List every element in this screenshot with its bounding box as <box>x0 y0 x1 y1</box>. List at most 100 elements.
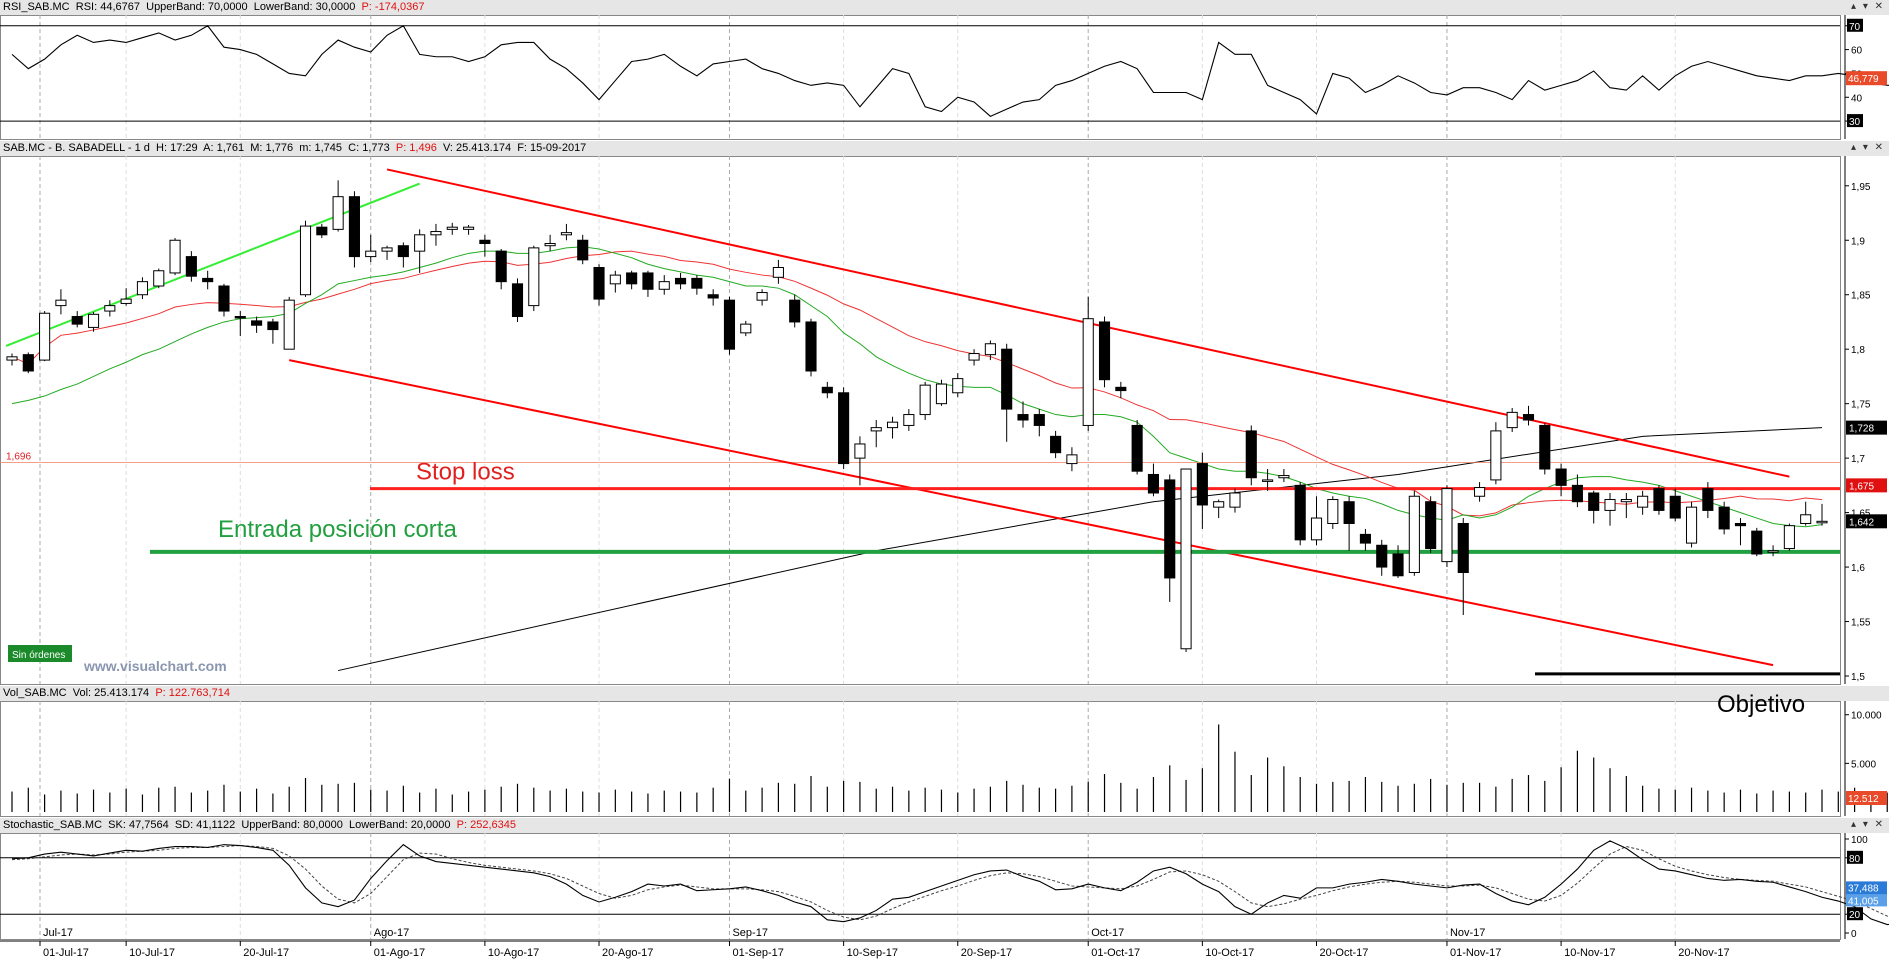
candle-up <box>1310 517 1323 541</box>
x-month-label: Nov-17 <box>1450 927 1485 939</box>
rsi-current-value: 46,779 <box>1848 74 1879 85</box>
candle-down <box>495 250 507 283</box>
x-month-label: Sep-17 <box>732 927 767 939</box>
volume-header: Vol_SAB.MC Vol: 25.413.174 P: 122.763,71… <box>0 686 1889 701</box>
ma-long-line-b <box>876 427 1823 552</box>
candle-down <box>251 320 263 326</box>
candle-down <box>1718 506 1730 530</box>
candle-down <box>1001 348 1013 410</box>
stoch-badge-1 <box>1846 881 1887 895</box>
stoch-sd-line <box>11 845 1889 921</box>
ma-long-value: 1,728 <box>1849 424 1874 435</box>
price-tick-label: 1,55 <box>1851 618 1871 629</box>
candle-up <box>870 427 882 432</box>
candle-down <box>185 256 197 277</box>
candle-down <box>1702 488 1714 511</box>
candle-down <box>22 354 34 372</box>
candle-up <box>1408 495 1420 574</box>
candle-up <box>1620 499 1632 503</box>
candle-up <box>1816 520 1828 524</box>
candle-up <box>544 243 556 247</box>
price-window-controls[interactable]: ▴ ▾ ✕ <box>1851 142 1885 153</box>
x-date-label: 01-Ago-17 <box>374 947 425 959</box>
candle-up <box>528 247 540 307</box>
candle-down <box>479 239 491 245</box>
candle-down <box>218 285 230 312</box>
price-tick-label: 1,7 <box>1851 454 1865 465</box>
rsi-band-label-bg <box>1847 114 1863 128</box>
rsi-band-label-bg <box>1847 18 1863 32</box>
volume-bars <box>11 724 1888 812</box>
vol-current-value: 12.512 <box>1848 794 1879 805</box>
candle-up <box>120 298 132 304</box>
candle-up <box>1327 499 1339 524</box>
candle-down <box>1147 473 1159 494</box>
candle-up <box>740 323 752 334</box>
x-date-label: 10-Oct-17 <box>1205 947 1254 959</box>
rsi-window-controls[interactable]: ▴ ▾ ✕ <box>1851 1 1885 12</box>
candle-down <box>1115 386 1127 392</box>
candle-up <box>1213 501 1225 508</box>
stoch-band-label-bg <box>1847 850 1863 864</box>
rsi-tick-label: 30 <box>1849 117 1861 128</box>
stoch-value-2: 41,005 <box>1848 896 1879 907</box>
candle-up <box>153 270 165 287</box>
rsi-tick-label: 50 <box>1851 69 1863 80</box>
stoch-tick-label: 0 <box>1851 929 1857 940</box>
candle-up <box>658 281 670 290</box>
candle-down <box>267 321 279 331</box>
candle-down <box>723 299 736 350</box>
x-date-label: 01-Jul-17 <box>43 947 89 959</box>
price-tick-label: 1,5 <box>1851 672 1865 683</box>
rsi-header: RSI_SAB.MC RSI: 44,6767 UpperBand: 70,00… <box>0 0 1889 15</box>
candle-down <box>1539 424 1551 470</box>
candle-up <box>1637 495 1649 508</box>
stop-badge <box>1846 478 1887 493</box>
candle-down <box>675 277 687 285</box>
candle-up <box>952 378 964 394</box>
rsi-tick-label: 60 <box>1851 46 1863 57</box>
stoch-panel-frame <box>0 833 1841 940</box>
candle-up <box>332 196 344 230</box>
candle-up <box>984 343 996 356</box>
vol-panel-frame <box>0 701 1841 817</box>
candle-down <box>1196 463 1208 506</box>
candle-down <box>577 239 589 261</box>
x-date-label: 10-Sep-17 <box>847 947 898 959</box>
stoch-window-controls[interactable]: ▴ ▾ ✕ <box>1851 819 1885 830</box>
rsi-panel-frame <box>0 15 1841 140</box>
stoch-tick-label: 100 <box>1851 835 1868 846</box>
last-price-badge <box>1846 514 1887 529</box>
candle-down <box>821 386 833 394</box>
candle-down <box>1571 484 1583 503</box>
candle-up <box>104 305 116 312</box>
candle-down <box>691 277 703 289</box>
candle-up <box>756 292 768 301</box>
candle-up <box>1180 468 1192 650</box>
candle-up <box>903 414 915 426</box>
candle-down <box>348 196 360 258</box>
candle-down <box>1245 430 1257 479</box>
x-date-label: 10-Nov-17 <box>1564 947 1615 959</box>
candle-up <box>560 232 572 236</box>
price-tick-label: 1,6 <box>1851 563 1865 574</box>
candle-up <box>1082 318 1094 426</box>
candle-down <box>1669 495 1681 519</box>
candle-down <box>202 277 214 283</box>
candle-down <box>1522 414 1535 421</box>
candle-up <box>414 234 426 252</box>
rsi-header-text: RSI_SAB.MC RSI: 44,6767 UpperBand: 70,00… <box>3 1 425 13</box>
candle-down <box>1734 522 1747 527</box>
candle-down <box>234 316 246 319</box>
candles-group <box>6 180 1828 653</box>
rsi-name: RSI_SAB.MC <box>3 1 70 13</box>
candle-down <box>316 226 328 236</box>
watermark-text: www.visualchart.com <box>83 658 227 674</box>
candle-up <box>1767 550 1779 553</box>
candle-down <box>397 245 409 258</box>
candle-down <box>1050 435 1062 454</box>
candle-down <box>1017 414 1029 421</box>
candle-up <box>1278 475 1290 479</box>
stoch-badge-2 <box>1846 894 1887 907</box>
